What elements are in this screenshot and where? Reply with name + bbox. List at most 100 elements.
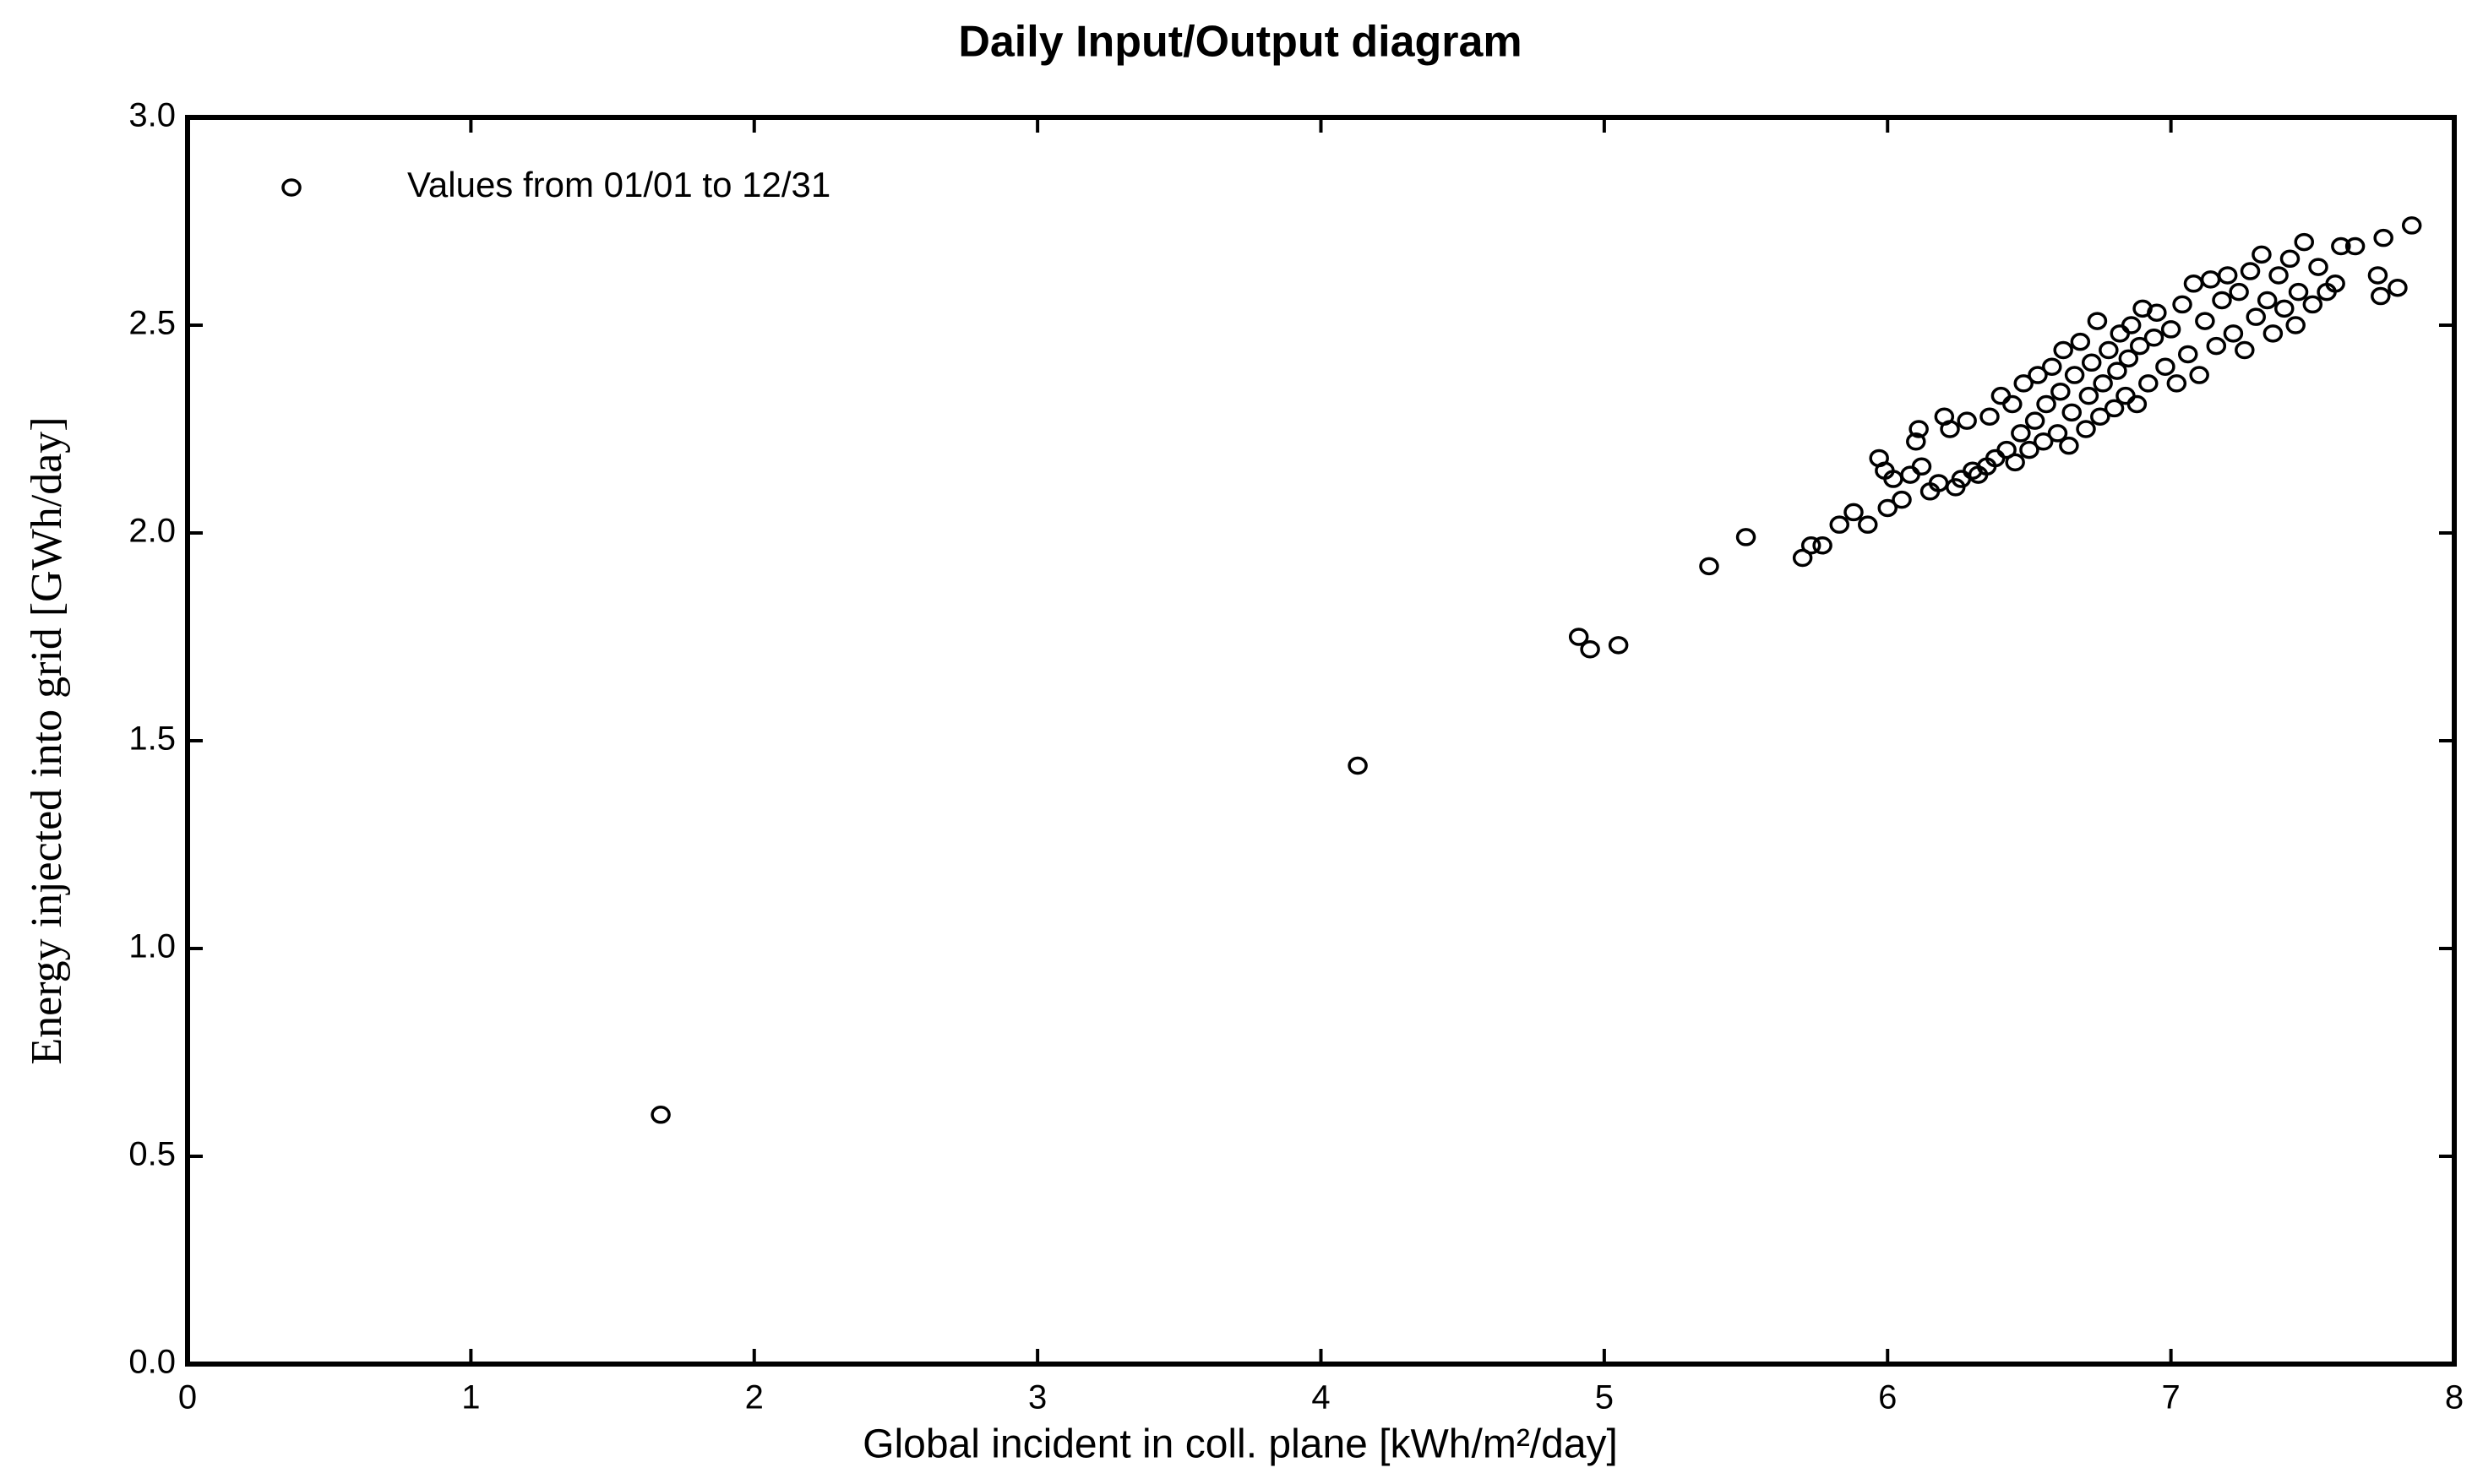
point <box>1735 528 1756 546</box>
point <box>2126 394 2148 414</box>
point <box>2206 336 2227 356</box>
point <box>2252 245 2272 264</box>
point <box>2087 312 2108 330</box>
point <box>651 1106 671 1124</box>
point <box>2257 291 2278 310</box>
point <box>2189 366 2209 384</box>
point <box>2388 278 2408 297</box>
point <box>1909 420 1929 438</box>
point <box>1990 386 2012 405</box>
x-tick-label: 4 <box>1311 1379 1330 1416</box>
point <box>1800 536 1821 555</box>
point <box>2294 232 2315 252</box>
point <box>2070 332 2091 351</box>
point <box>2195 312 2215 330</box>
point <box>2229 282 2249 302</box>
chart-title: Daily Input/Output diagram <box>958 18 1522 67</box>
point <box>2279 249 2301 269</box>
point <box>1906 432 1926 451</box>
point <box>2064 366 2085 384</box>
point <box>2019 440 2039 459</box>
point <box>2166 374 2187 393</box>
legend-marker <box>281 178 302 197</box>
point <box>2160 320 2181 339</box>
plot-frame <box>185 115 2457 1367</box>
x-tick-label: 0 <box>178 1379 197 1416</box>
point <box>1580 640 1600 659</box>
point <box>2147 303 2167 322</box>
point <box>1996 440 2017 459</box>
point <box>2177 345 2198 364</box>
point <box>2013 374 2034 393</box>
point <box>2344 236 2366 256</box>
point <box>2371 286 2391 306</box>
point <box>2129 336 2150 356</box>
point <box>2138 374 2159 393</box>
point <box>2373 228 2393 247</box>
point <box>2262 324 2284 343</box>
point <box>2212 291 2232 310</box>
point <box>2268 266 2289 285</box>
point <box>2104 399 2125 418</box>
point <box>2050 382 2071 401</box>
point <box>1877 498 1898 518</box>
y-tick-label: 2.5 <box>128 305 176 342</box>
point <box>1911 457 1932 476</box>
y-tick-label: 1.0 <box>128 928 176 965</box>
point <box>1792 548 1813 568</box>
point <box>2308 258 2328 276</box>
point <box>2047 424 2068 443</box>
x-tick-label: 1 <box>461 1379 480 1416</box>
point <box>2002 394 2023 414</box>
x-tick-label: 7 <box>2162 1379 2181 1416</box>
point <box>1608 636 1629 655</box>
x-tick-label: 5 <box>1595 1379 1614 1416</box>
y-axis-label: Energy injected into grid [GWh/day] <box>23 416 71 1064</box>
point <box>2172 295 2192 314</box>
point <box>1699 557 1719 576</box>
point <box>2081 353 2102 372</box>
point <box>2302 295 2323 314</box>
point <box>2217 266 2238 285</box>
point <box>1940 420 1960 438</box>
point <box>1892 490 1912 509</box>
point <box>2155 357 2175 376</box>
point <box>2274 299 2295 318</box>
point <box>2061 403 2082 422</box>
y-tick-label: 3.0 <box>128 97 176 134</box>
point <box>2240 262 2261 280</box>
x-tick-label: 6 <box>1878 1379 1897 1416</box>
point <box>2090 407 2110 426</box>
point <box>1900 465 1920 484</box>
point <box>2107 361 2127 380</box>
point <box>2367 266 2388 285</box>
point <box>2121 316 2142 334</box>
y-tick-label: 0.5 <box>128 1136 176 1173</box>
point <box>2115 386 2136 405</box>
point <box>1979 407 2000 426</box>
point <box>2118 349 2139 368</box>
point <box>1812 536 1832 555</box>
y-tick-label: 2.0 <box>128 513 176 550</box>
point <box>2110 324 2131 343</box>
point <box>1829 515 1849 534</box>
x-tick-label: 8 <box>2445 1379 2464 1416</box>
y-tick-label: 1.5 <box>128 720 176 758</box>
point <box>2223 324 2244 343</box>
point <box>1858 515 1878 534</box>
point <box>2053 340 2073 360</box>
point <box>2033 432 2054 451</box>
point <box>2099 340 2119 360</box>
point <box>2042 357 2062 376</box>
point <box>2183 275 2204 293</box>
point <box>2235 340 2255 360</box>
y-tick-label: 0.0 <box>128 1344 176 1381</box>
point <box>1957 411 1977 430</box>
point <box>2078 386 2099 405</box>
point <box>2401 216 2422 235</box>
point <box>2024 411 2045 430</box>
point <box>2325 275 2345 293</box>
point <box>2285 316 2306 334</box>
x-axis-label: Global incident in coll. plane [kWh/m²/d… <box>863 1422 1618 1467</box>
point <box>2036 394 2056 414</box>
